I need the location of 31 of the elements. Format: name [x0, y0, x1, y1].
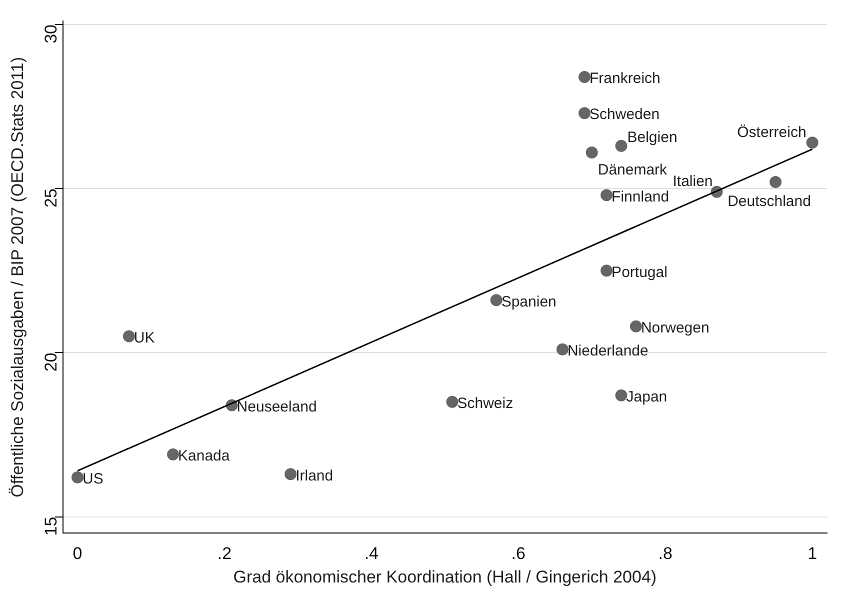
x-tick-label: .4 [364, 544, 379, 564]
x-tick-label: .8 [658, 544, 672, 564]
y-tick-label: 20 [41, 352, 60, 372]
x-tick-label: 1 [808, 544, 818, 564]
data-label: Irland [296, 467, 334, 484]
data-label: Schweden [590, 106, 660, 124]
data-label: Niederlande [567, 342, 648, 360]
x-axis-title: Grad ökonomischer Koordination (Hall / Gingerich 2004) [233, 567, 657, 586]
x-tick-label: .2 [217, 544, 232, 564]
data-label: Schweiz [457, 395, 514, 412]
data-label: Japan [626, 388, 668, 406]
data-label: Neuseeland [236, 398, 317, 416]
data-label: Kanada [178, 448, 230, 465]
y-tick-label: 30 [41, 24, 60, 44]
data-label: Frankreich [590, 70, 660, 88]
data-label: Italien [672, 173, 713, 190]
y-axis-title: Öffentliche Sozialausgaben / BIP 2007 (OECD.Stats 2011) [8, 57, 27, 498]
data-label: Spanien [501, 293, 556, 310]
data-label: Belgien [627, 129, 678, 146]
y-tick-label: 15 [41, 516, 60, 536]
data-label: Norwegen [640, 320, 710, 337]
data-label: UK [134, 329, 155, 346]
data-label: Finnland [612, 188, 670, 206]
data-label: Deutschland [728, 193, 811, 210]
x-tick-label: .6 [511, 544, 526, 564]
y-tick-label: 25 [41, 188, 60, 208]
data-label: US [82, 470, 104, 488]
data-label: Dänemark [598, 162, 668, 179]
data-label: Portugal [612, 264, 668, 281]
x-tick-label: 0 [72, 544, 82, 564]
data-label: Österreich [737, 124, 806, 141]
